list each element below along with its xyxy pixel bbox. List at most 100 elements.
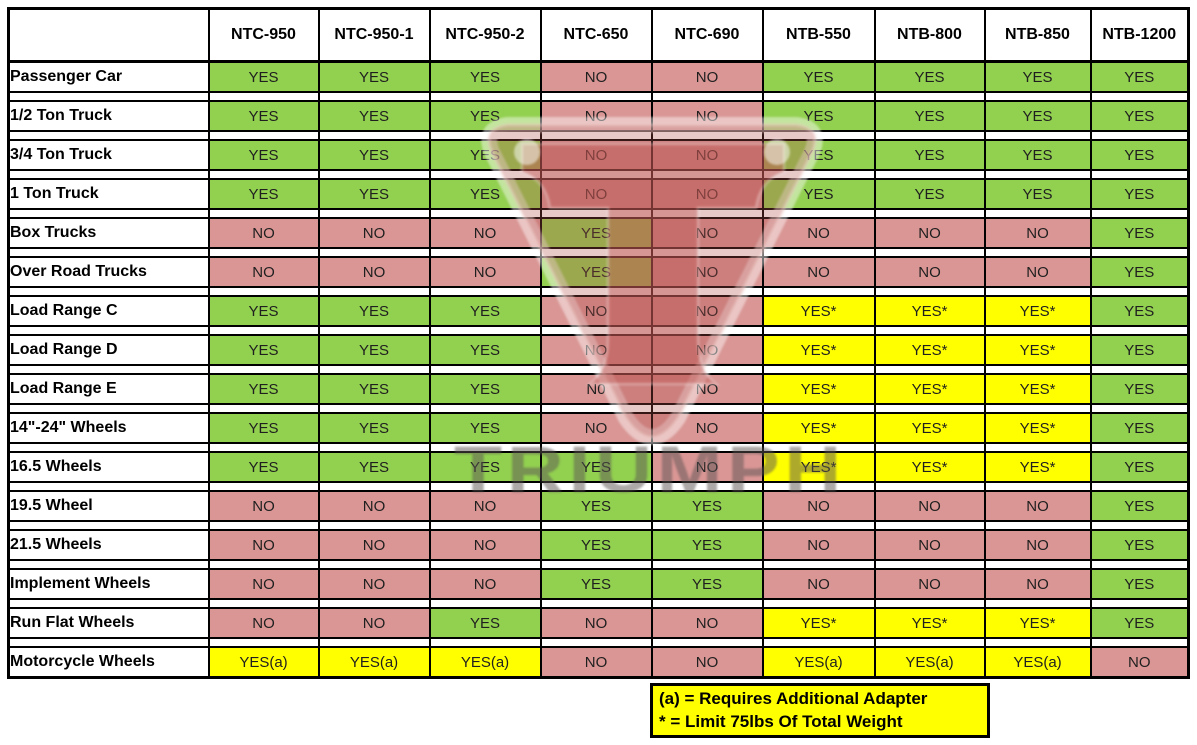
compat-cell: NO	[873, 529, 986, 561]
spacer-cell	[1089, 637, 1190, 648]
compat-cell: NO	[207, 256, 320, 288]
table-row: Over Road Trucks NO NO NO YES NO NO NO NO YES	[7, 256, 1190, 288]
spacer-cell	[761, 403, 876, 414]
spacer-cell	[317, 598, 431, 609]
compat-cell: YES	[983, 100, 1092, 132]
compat-cell: YES	[317, 60, 431, 93]
table-row: Box Trucks NO NO NO YES NO NO NO NO YES	[7, 217, 1190, 249]
compat-cell: NO	[761, 217, 876, 249]
compat-cell: NO	[539, 139, 653, 171]
spacer-cell	[983, 442, 1092, 453]
spacer-cell	[1089, 481, 1190, 492]
spacer-cell	[983, 403, 1092, 414]
table-row: Motorcycle Wheels YES(a) YES(a) YES(a) NO NO Y…	[7, 646, 1190, 679]
table-row: 19.5 Wheel NO NO NO YES YES NO NO NO YES	[7, 490, 1190, 522]
compat-cell: YES	[1089, 334, 1190, 366]
compat-cell: YES	[983, 178, 1092, 210]
compat-cell: NO	[873, 490, 986, 522]
row-spacer	[7, 364, 1190, 375]
compat-cell: NO	[873, 256, 986, 288]
compat-cell: NO	[317, 568, 431, 600]
spacer-cell	[539, 91, 653, 102]
table-row: 1/2 Ton Truck YES YES YES NO NO YES YES YES YES	[7, 100, 1190, 132]
legend-note-box: (a) = Requires Additional Adapter * = Li…	[650, 683, 990, 738]
table-row: Passenger Car YES YES YES NO NO YES YES YES YES	[7, 60, 1190, 93]
compat-cell: YES	[317, 334, 431, 366]
spacer-cell	[983, 130, 1092, 141]
compat-cell: YES*	[983, 295, 1092, 327]
spacer-cell	[539, 169, 653, 180]
spacer-cell	[7, 559, 210, 570]
compat-cell: NO	[983, 217, 1092, 249]
legend-note-adapter: (a) = Requires Additional Adapter	[659, 689, 928, 708]
compat-cell: YES	[650, 529, 764, 561]
compat-cell: YES*	[761, 295, 876, 327]
compat-cell: YES	[873, 100, 986, 132]
spacer-cell	[317, 637, 431, 648]
spacer-cell	[7, 403, 210, 414]
row-spacer	[7, 637, 1190, 648]
compat-cell: YES(a)	[761, 646, 876, 679]
row-label: Motorcycle Wheels	[7, 646, 210, 679]
compat-cell: YES	[1089, 373, 1190, 405]
compat-cell: YES	[207, 373, 320, 405]
compat-cell: YES	[761, 60, 876, 93]
compat-cell: YES	[317, 373, 431, 405]
compat-cell: NO	[983, 568, 1092, 600]
spacer-cell	[873, 481, 986, 492]
compat-cell: YES	[207, 295, 320, 327]
spacer-cell	[7, 325, 210, 336]
spacer-cell	[761, 637, 876, 648]
compat-cell: YES	[317, 178, 431, 210]
spacer-cell	[1089, 520, 1190, 531]
spacer-cell	[428, 247, 542, 258]
spacer-cell	[428, 559, 542, 570]
spacer-cell	[428, 442, 542, 453]
row-label: 3/4 Ton Truck	[7, 139, 210, 171]
compat-cell: YES	[428, 295, 542, 327]
compat-cell: NO	[1089, 646, 1190, 679]
legend-note-weight: * = Limit 75lbs Of Total Weight	[659, 712, 903, 731]
spacer-cell	[650, 598, 764, 609]
spacer-cell	[317, 169, 431, 180]
spacer-cell	[7, 91, 210, 102]
compat-cell: YES	[1089, 217, 1190, 249]
row-label: Load Range D	[7, 334, 210, 366]
compat-cell: NO	[650, 60, 764, 93]
column-header-ntb-1200: NTB-1200	[1089, 7, 1190, 63]
compat-cell: NO	[650, 178, 764, 210]
spacer-cell	[761, 520, 876, 531]
spacer-cell	[207, 403, 320, 414]
compat-cell: YES	[428, 178, 542, 210]
spacer-cell	[1089, 325, 1190, 336]
spacer-cell	[539, 247, 653, 258]
table-row: Load Range E YES YES YES N0 NO YES* YES* YES* YES	[7, 373, 1190, 405]
spacer-cell	[1089, 598, 1190, 609]
spacer-cell	[317, 559, 431, 570]
spacer-cell	[428, 91, 542, 102]
compat-cell: NO	[428, 568, 542, 600]
row-label: Run Flat Wheels	[7, 607, 210, 639]
compat-cell: NO	[428, 256, 542, 288]
compat-cell: YES	[428, 412, 542, 444]
compat-cell: NO	[539, 607, 653, 639]
spacer-cell	[1089, 130, 1190, 141]
spacer-cell	[1089, 364, 1190, 375]
row-label: Box Trucks	[7, 217, 210, 249]
spacer-cell	[207, 520, 320, 531]
spacer-cell	[873, 637, 986, 648]
column-header-ntc-690: NTC-690	[650, 7, 764, 63]
spacer-cell	[873, 442, 986, 453]
spacer-cell	[1089, 286, 1190, 297]
spacer-cell	[539, 208, 653, 219]
compat-cell: YES	[1089, 295, 1190, 327]
spacer-cell	[1089, 559, 1190, 570]
compat-cell: YES	[1089, 60, 1190, 93]
compat-cell: YES	[650, 568, 764, 600]
spacer-cell	[317, 325, 431, 336]
spacer-cell	[1089, 91, 1190, 102]
spacer-cell	[1089, 442, 1190, 453]
compat-cell: YES	[317, 451, 431, 483]
compat-cell: YES	[539, 256, 653, 288]
compat-cell: YES	[317, 100, 431, 132]
